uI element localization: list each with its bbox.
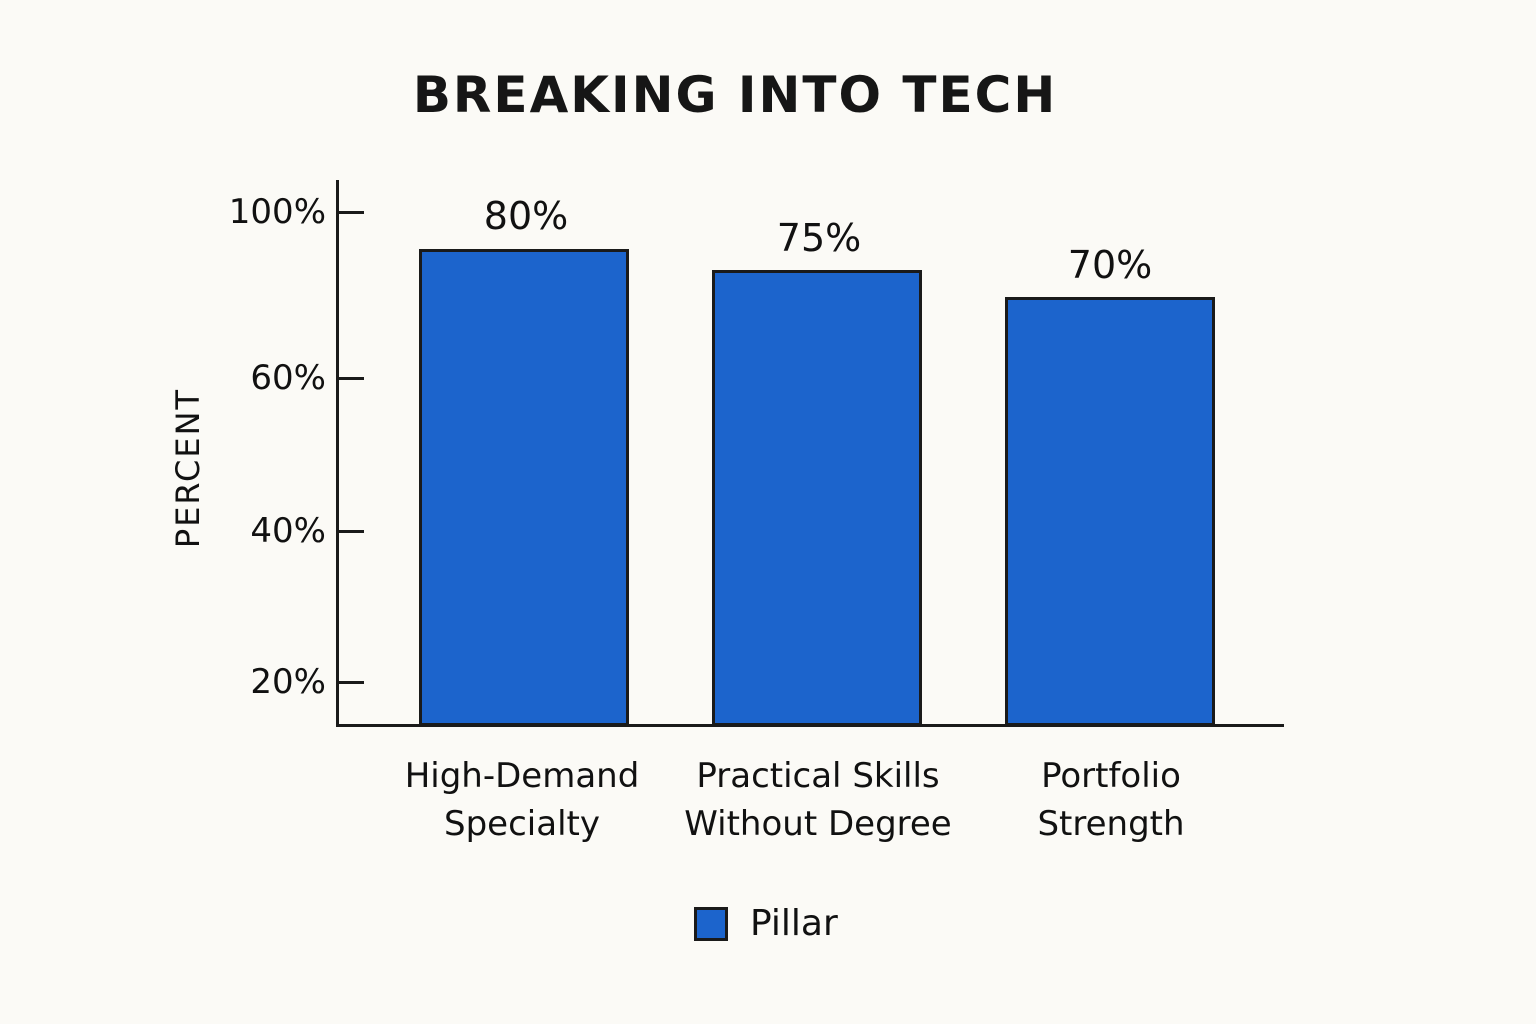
x-category-label: High-Demand Specialty — [362, 752, 682, 848]
y-tick-label: 40% — [250, 511, 326, 551]
category-line-2: Strength — [1037, 804, 1185, 844]
y-tick-label: 100% — [228, 192, 326, 232]
y-axis-line — [336, 180, 339, 727]
bar-portfolio-strength — [1005, 297, 1215, 726]
bar-value-label: 70% — [1067, 243, 1153, 287]
legend-swatch-icon — [694, 906, 728, 941]
legend: Pillar — [694, 903, 838, 944]
y-tick — [338, 377, 364, 380]
y-axis-label: PERCENT — [169, 387, 207, 549]
chart-title: BREAKING INTO TECH — [412, 66, 1058, 124]
x-category-label: Practical Skills Without Degree — [658, 752, 978, 848]
category-line-2: Specialty — [444, 804, 600, 844]
legend-label: Pillar — [750, 903, 838, 944]
category-line-1: Practical Skills — [696, 756, 940, 796]
y-tick — [338, 681, 364, 684]
y-tick — [338, 211, 364, 214]
bar-high-demand-specialty — [419, 249, 629, 726]
category-line-1: Portfolio — [1041, 756, 1181, 796]
category-line-2: Without Degree — [684, 804, 952, 844]
category-line-1: High-Demand — [404, 756, 640, 796]
bar-practical-skills — [712, 270, 922, 726]
y-tick-label: 20% — [250, 662, 326, 702]
y-tick — [338, 530, 364, 533]
y-tick-label: 60% — [250, 358, 326, 398]
bar-value-label: 75% — [776, 216, 862, 260]
bar-value-label: 80% — [483, 194, 569, 238]
x-category-label: Portfolio Strength — [951, 752, 1271, 848]
